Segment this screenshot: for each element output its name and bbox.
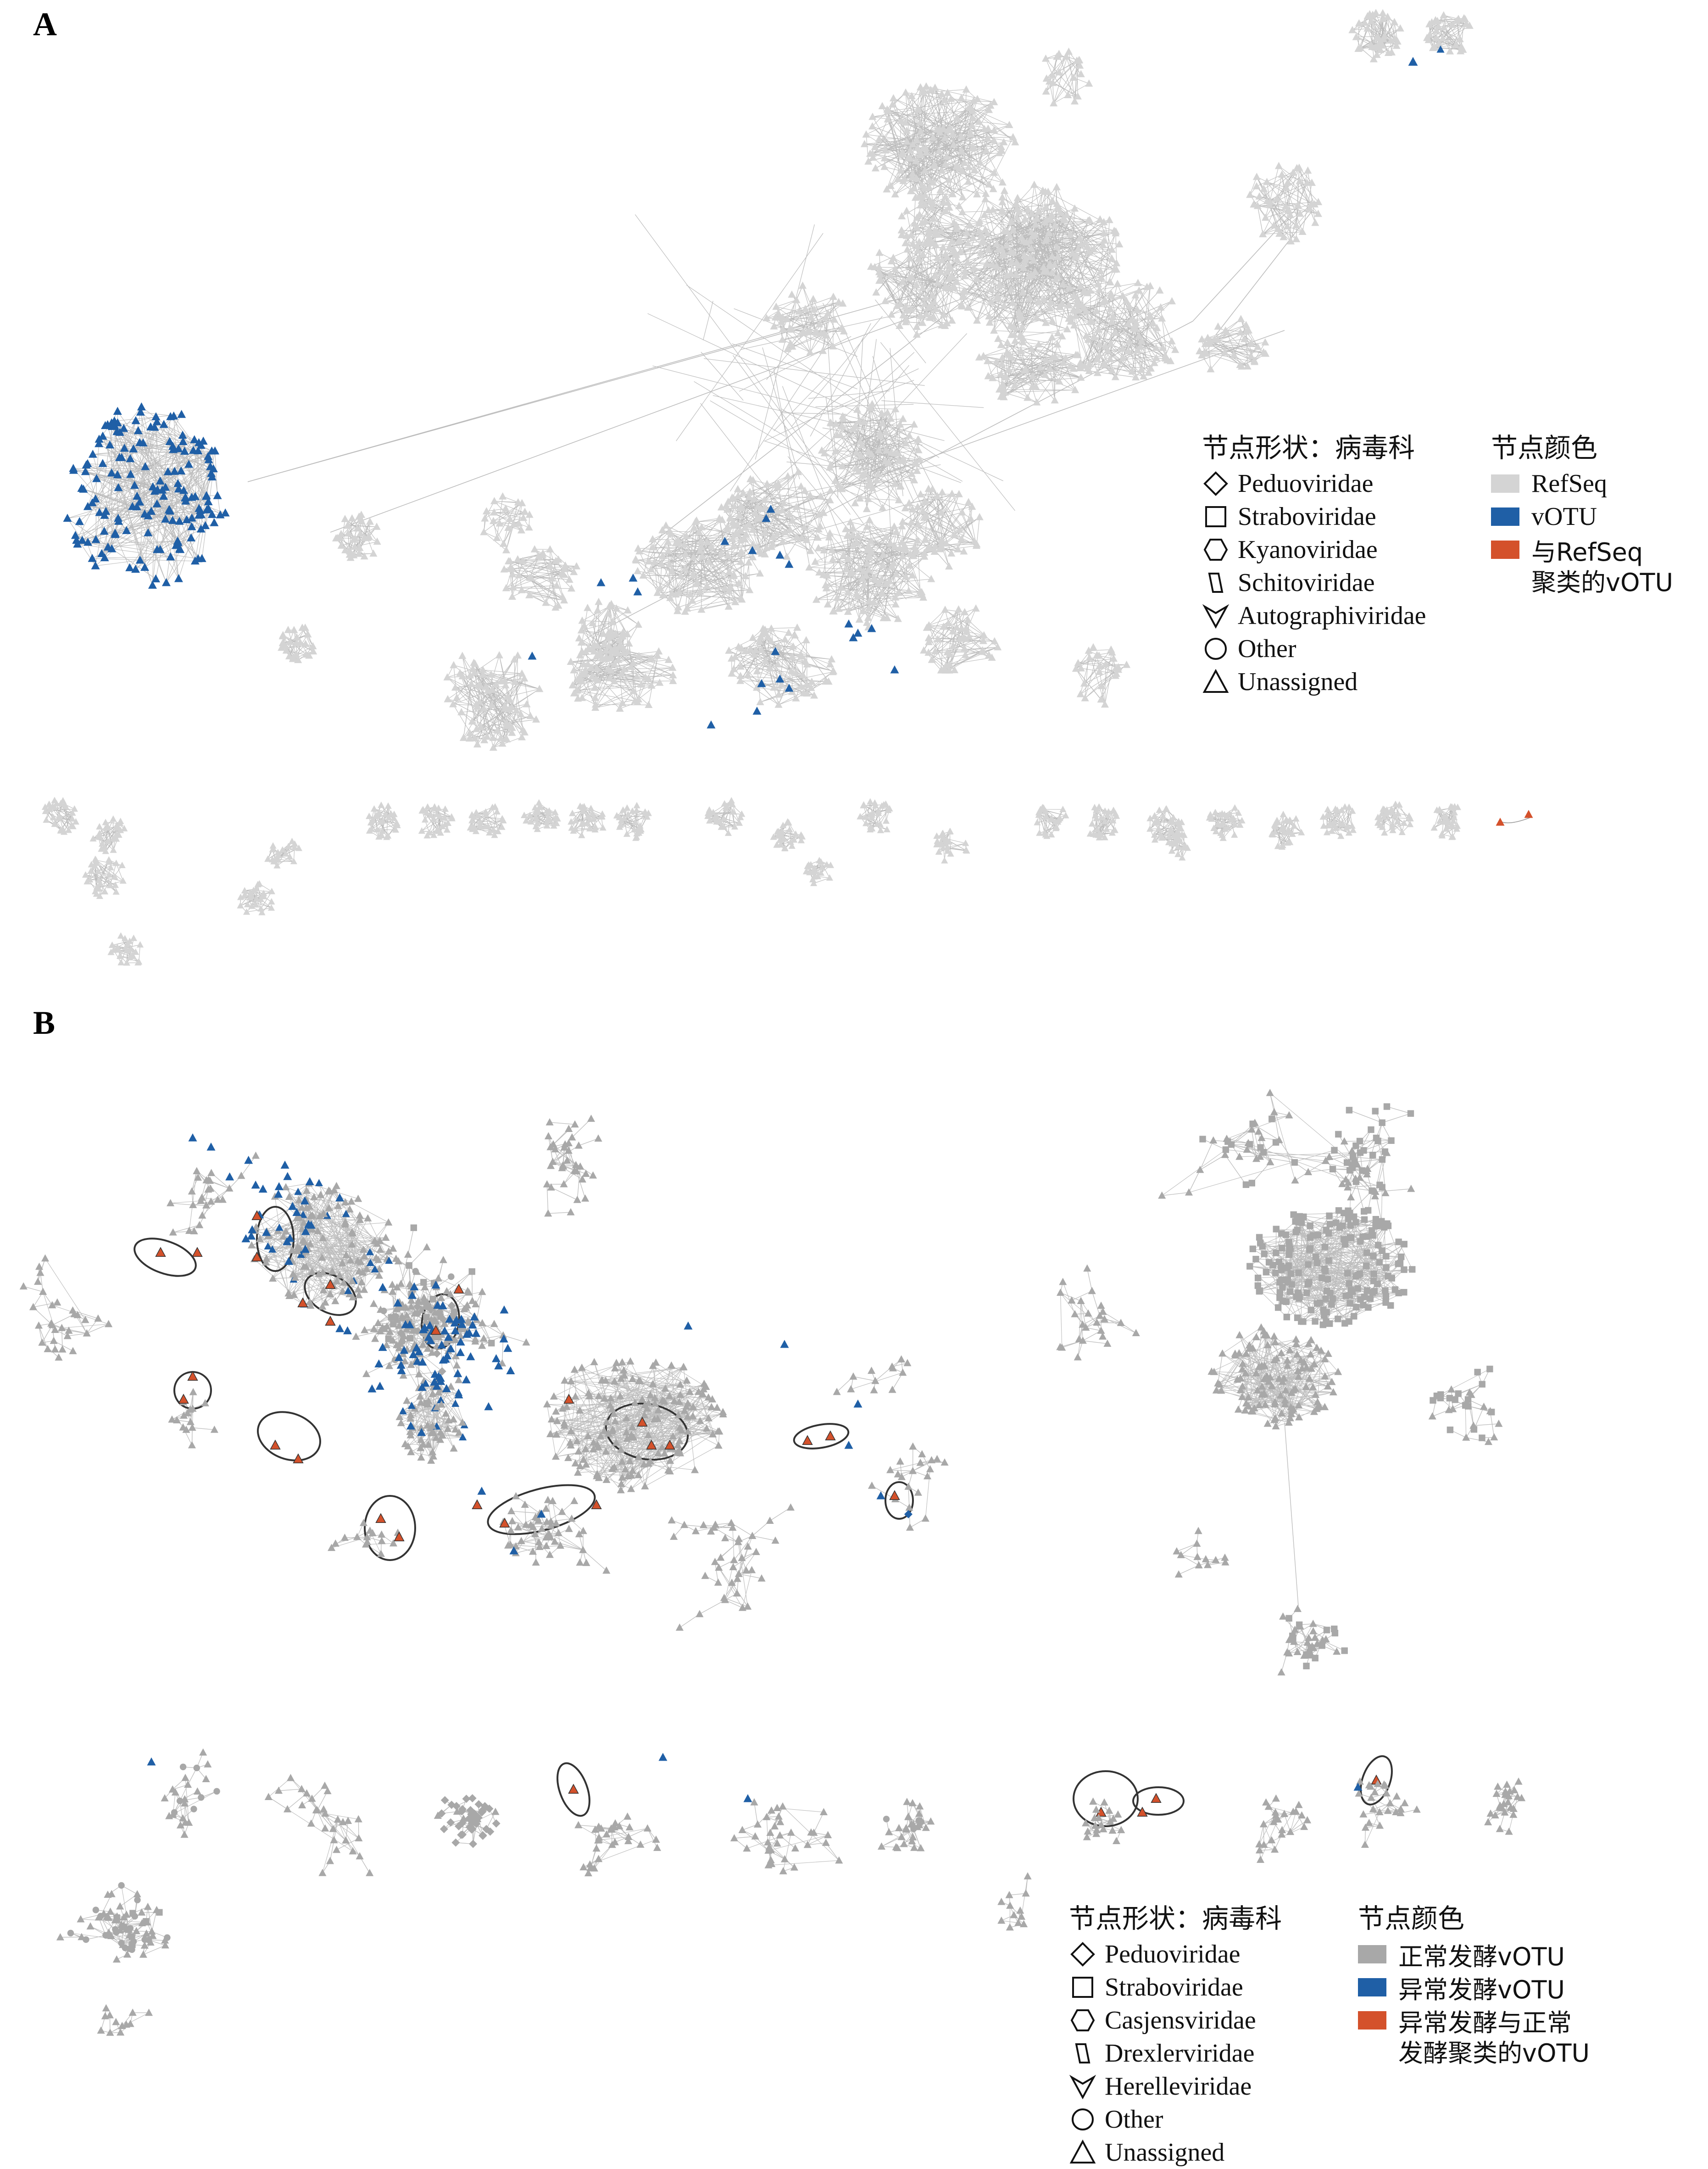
network-edge bbox=[979, 122, 1009, 125]
network-edge bbox=[582, 621, 612, 622]
network-edge bbox=[703, 301, 713, 340]
network-edge bbox=[994, 331, 1058, 334]
network-edge bbox=[732, 344, 857, 389]
network-edge bbox=[866, 134, 868, 162]
network-edge bbox=[1116, 233, 1117, 263]
network-edge bbox=[842, 489, 868, 499]
network-edge bbox=[762, 347, 800, 479]
network-edge bbox=[1144, 286, 1151, 376]
network-edge bbox=[506, 588, 571, 589]
network-edge bbox=[881, 401, 984, 407]
network-edge bbox=[977, 517, 979, 544]
network-edge bbox=[670, 531, 699, 532]
network-edge bbox=[808, 391, 890, 399]
network-edge bbox=[871, 408, 896, 409]
network-edge bbox=[851, 522, 896, 532]
network-edge bbox=[1216, 211, 1312, 335]
network-edge bbox=[704, 358, 925, 385]
network-edge bbox=[1054, 84, 1089, 103]
network-edge bbox=[215, 451, 217, 496]
network-edge bbox=[1003, 392, 1037, 402]
network-edge bbox=[1193, 206, 1298, 321]
network-edge bbox=[929, 625, 944, 670]
network-edge bbox=[749, 563, 750, 590]
network-edge bbox=[248, 294, 918, 482]
network-edge bbox=[792, 657, 793, 692]
network-edge bbox=[774, 374, 829, 431]
network-edge bbox=[763, 628, 797, 629]
network-edge bbox=[105, 557, 171, 558]
network-edge bbox=[756, 650, 760, 702]
network-edge bbox=[1270, 205, 1284, 237]
network-edge bbox=[893, 98, 918, 109]
network-edge bbox=[1105, 664, 1106, 705]
network-edge bbox=[701, 591, 729, 610]
network-edge bbox=[642, 229, 1055, 551]
